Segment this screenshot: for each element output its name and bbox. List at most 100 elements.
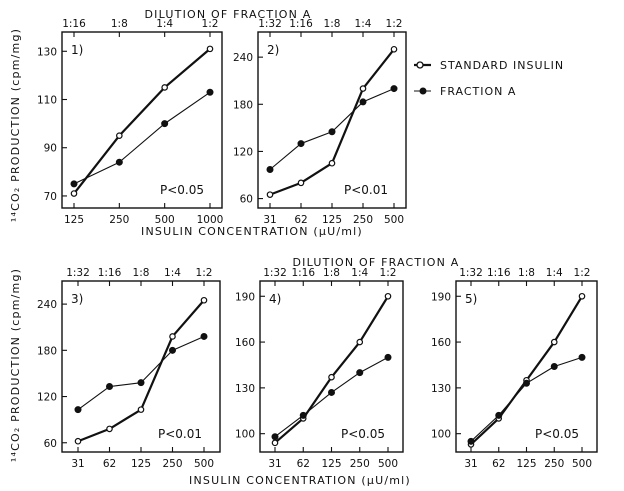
panel-4-standard-point [271, 439, 279, 447]
panel-1-p-value: P<0.05 [160, 183, 204, 197]
panel-2-y-tick-label: 60 [240, 194, 253, 206]
panel-4-fraction-point [356, 369, 364, 377]
y-axis-label-top: ¹⁴CO₂ PRODUCTION (cpm/mg) [9, 28, 22, 222]
dilution-title-top: DILUTION OF FRACTION A [145, 8, 312, 21]
panel-5-fraction-point [467, 437, 475, 445]
panel-4-y-tick-label: 160 [235, 337, 255, 349]
panel-3-x-tick-label: 250 [162, 458, 182, 470]
panel-2-dilution-tick-label: 1:2 [386, 18, 403, 30]
panel-3-x-tick-label: 31 [71, 458, 84, 470]
panel-2-standard-point [297, 179, 305, 187]
legend-item-standard: STANDARD INSULIN [414, 59, 563, 72]
dilution-title-middle: DILUTION OF FRACTION A [293, 256, 460, 269]
panel-2-x-tick-label: 500 [384, 214, 404, 226]
panel-2-p-value: P<0.01 [344, 183, 388, 197]
panel-2-fraction-point [359, 98, 367, 106]
panel-3-dilution-tick-label: 1:8 [133, 267, 150, 279]
panel-3-fraction-point [169, 346, 177, 354]
panel-5-label: 5) [465, 292, 477, 306]
panel-3-x-tick-label: 62 [103, 458, 116, 470]
legend-marker-open [416, 61, 424, 69]
panel-3-fraction-line [77, 335, 205, 411]
panel-5-y-tick-label: 190 [431, 291, 451, 303]
panel-5-x-tick-label: 500 [572, 458, 592, 470]
x-axis-label-bottom: INSULIN CONCENTRATION (µU/ml) [189, 474, 411, 487]
panel-2-x-tick-label: 62 [294, 214, 307, 226]
panel-1-y-tick-label: 130 [37, 46, 57, 58]
panel-4-y-tick-label: 130 [235, 383, 255, 395]
panel-1-y-tick-label: 90 [44, 143, 57, 155]
panel-5-dilution-tick-label: 1:32 [459, 267, 483, 279]
panel-3-p-value: P<0.01 [158, 427, 202, 441]
panel-3-standard-point [74, 437, 82, 445]
panel-1-standard-point [116, 132, 123, 139]
legend: STANDARD INSULIN FRACTION A [414, 59, 563, 98]
panel-3-y-tick-label: 180 [37, 345, 57, 357]
panel-4: 31 1:32 62 1:16 125 1:8 250 1:4 500 1:2 100 130 160 1… [235, 267, 404, 470]
panel-3-standard-point [200, 296, 208, 304]
panel-2-y-tick-label: 120 [233, 146, 253, 158]
panel-4-x-tick-label: 31 [268, 458, 281, 470]
panel-5-x-tick-label: 31 [464, 458, 477, 470]
panel-2-y-tick-label: 180 [233, 99, 253, 111]
panel-3-dilution-tick-label: 1:16 [98, 267, 122, 279]
panel-2-label: 2) [267, 43, 279, 57]
panel-4-x-tick-label: 250 [350, 458, 370, 470]
panel-2-standard-point [328, 159, 336, 167]
panel-2-dilution-tick-label: 1:8 [324, 18, 341, 30]
panel-5-fraction-point [495, 411, 503, 419]
x-axis-label-top: INSULIN CONCENTRATION (µU/ml) [141, 225, 363, 238]
panel-3-x-tick-label: 500 [194, 458, 214, 470]
panel-4-label: 4) [269, 292, 281, 306]
panel-1-standard-line [73, 48, 211, 195]
panel-1-fraction-point [206, 88, 214, 96]
panel-3-y-tick-label: 240 [37, 299, 57, 311]
panel-4-standard-point [328, 373, 335, 381]
panel-1-dilution-tick-label: 1:2 [202, 18, 219, 30]
panel-1-standard-point [161, 84, 168, 91]
panel-4-dilution-tick-label: 1:32 [263, 267, 287, 279]
panel-2-fraction-point [266, 166, 274, 174]
panel-2-fraction-point [328, 128, 336, 136]
panel-5-x-tick-label: 125 [516, 458, 536, 470]
panel-2-dilution-tick-label: 1:16 [289, 18, 313, 30]
panel-5-x-tick-label: 250 [544, 458, 564, 470]
panel-5-standard-point [578, 292, 586, 300]
panel-1-fraction-point [161, 120, 169, 128]
panel-3-fraction-point [105, 383, 113, 391]
panel-3-dilution-tick-label: 1:2 [196, 267, 213, 279]
panel-4-dilution-tick-label: 1:4 [351, 267, 368, 279]
panel-2: 31 1:32 62 1:16 125 1:8 250 1:4 500 1:2 60 120 180 24… [233, 18, 407, 226]
panel-5-dilution-tick-label: 1:4 [546, 267, 563, 279]
panel-2-dilution-tick-label: 1:32 [258, 18, 282, 30]
panel-5-y-tick-label: 100 [431, 429, 451, 441]
panel-2-dilution-tick-label: 1:4 [355, 18, 372, 30]
panel-5-fraction-point [578, 353, 586, 361]
panel-3-standard-line [77, 299, 205, 443]
legend-item-fraction: FRACTION A [414, 85, 515, 98]
panel-4-y-tick-label: 100 [235, 429, 255, 441]
panel-2-x-tick-label: 125 [322, 214, 342, 226]
panel-4-p-value: P<0.05 [341, 427, 385, 441]
panel-5-standard-line [470, 295, 583, 446]
panel-3-fraction-point [137, 379, 145, 387]
panel-2-standard-point [266, 191, 274, 198]
panel-3-dilution-tick-label: 1:32 [66, 267, 90, 279]
panel-1-x-tick-label: 500 [155, 214, 175, 226]
panel-2-standard-point [390, 45, 398, 53]
panel-4-x-tick-label: 62 [297, 458, 310, 470]
panel-3-label: 3) [71, 292, 83, 306]
panel-1-standard-point [206, 45, 214, 53]
panel-5-p-value: P<0.05 [535, 427, 579, 441]
panel-5-fraction-point [550, 363, 558, 371]
panel-4-x-tick-label: 125 [321, 458, 341, 470]
panel-4-x-tick-label: 500 [378, 458, 398, 470]
panel-2-standard-point [359, 85, 367, 92]
panel-4-dilution-tick-label: 1:16 [291, 267, 315, 279]
panel-5-dilution-tick-label: 1:16 [487, 267, 511, 279]
panel-3-fraction-point [200, 332, 208, 340]
panel-4-standard-point [384, 292, 392, 300]
panel-5-y-tick-label: 160 [431, 337, 451, 349]
panel-3-y-tick-label: 120 [37, 392, 57, 404]
